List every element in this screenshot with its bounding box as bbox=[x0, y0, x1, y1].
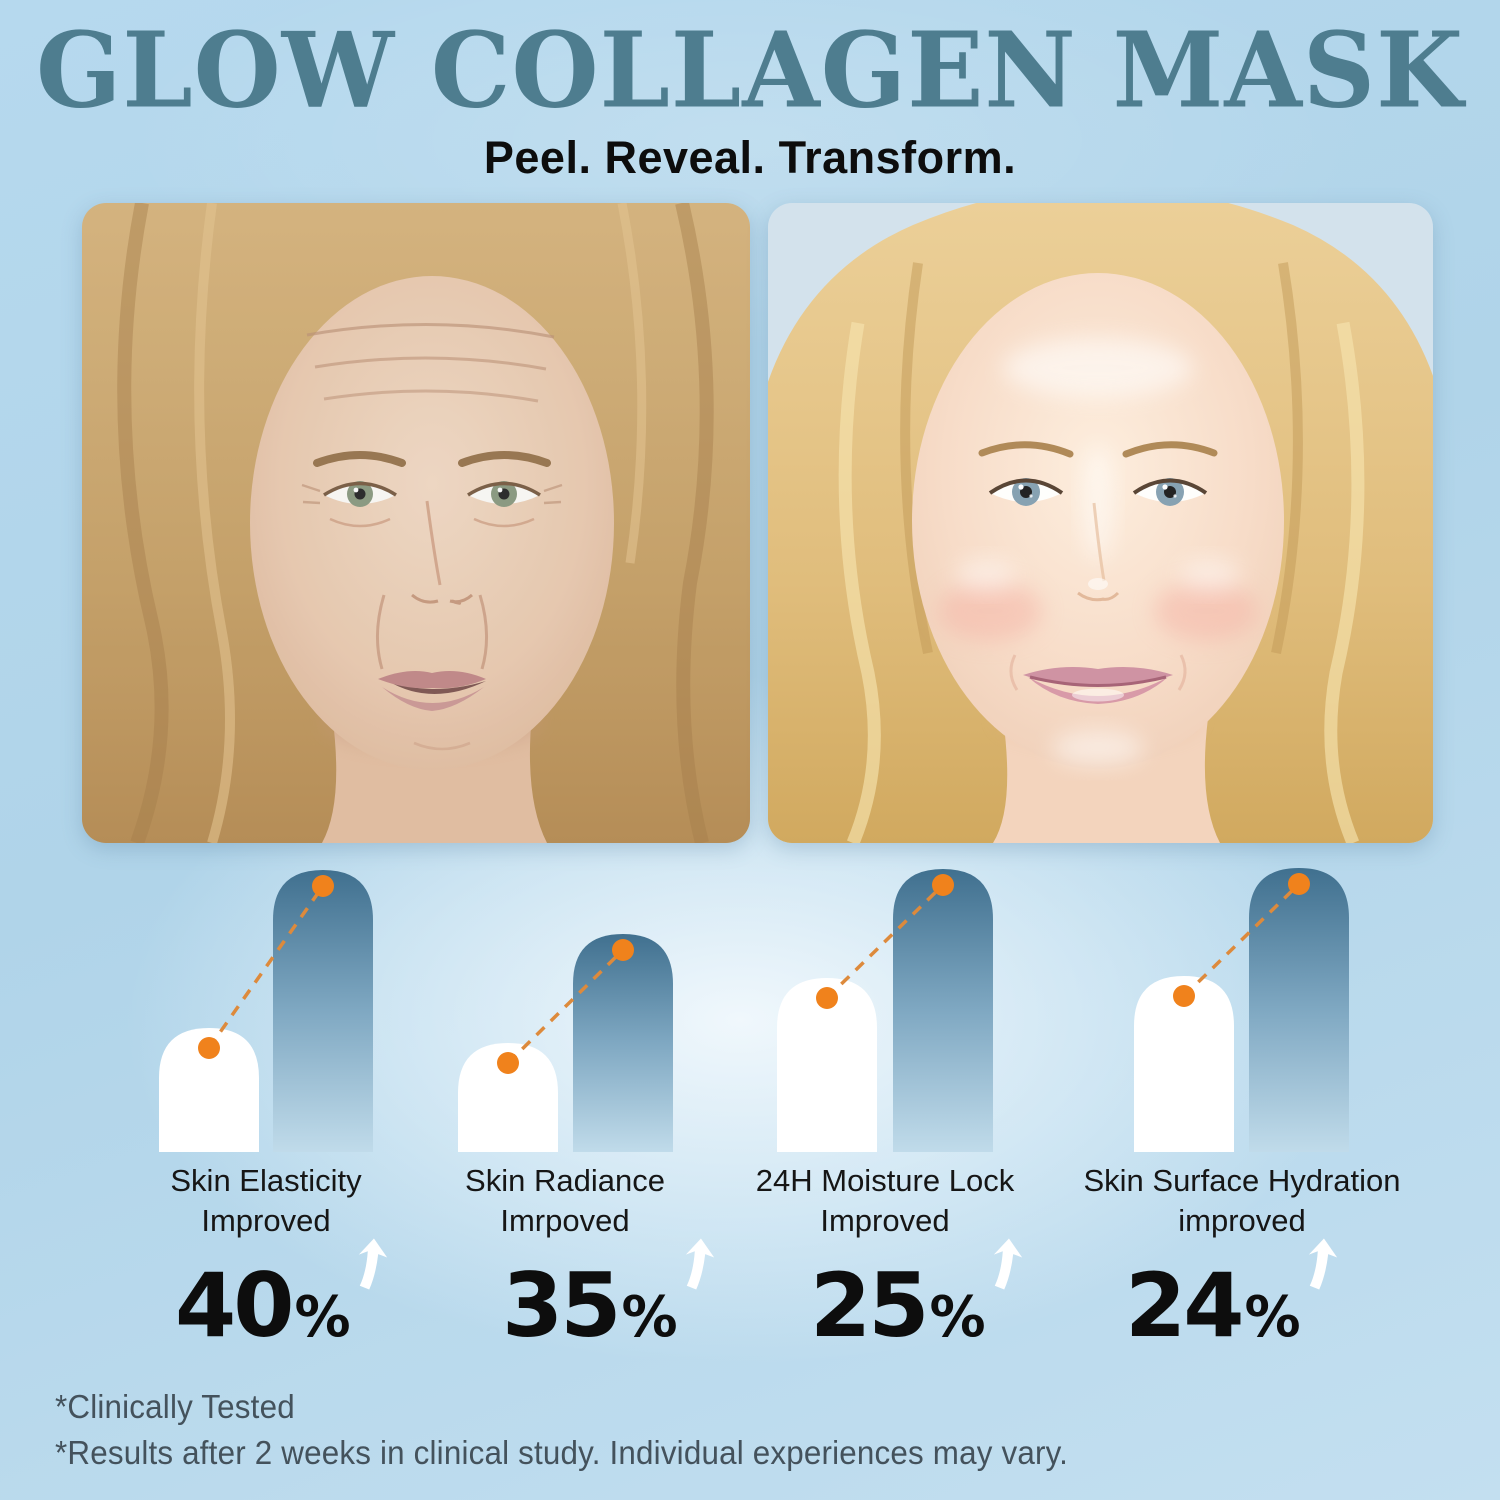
after-bar bbox=[1249, 868, 1349, 1152]
stat-group-0 bbox=[159, 870, 373, 1152]
stat-group-3 bbox=[1134, 868, 1349, 1152]
before-dot bbox=[816, 987, 838, 1009]
before-photo bbox=[82, 203, 750, 843]
improvement-connector-line bbox=[1182, 882, 1301, 998]
stat-group-1 bbox=[458, 934, 673, 1152]
stat-group-2 bbox=[777, 869, 993, 1152]
before-dot bbox=[1173, 985, 1195, 1007]
up-arrow-icon bbox=[1308, 1238, 1337, 1290]
after-dot bbox=[1288, 873, 1310, 895]
stat-label-moisture: 24H Moisture Lock Improved bbox=[755, 1163, 1015, 1238]
after-dot bbox=[612, 939, 634, 961]
before-dot bbox=[198, 1037, 220, 1059]
up-arrow-icon bbox=[358, 1238, 387, 1290]
footnote-results-disclaimer: *Results after 2 weeks in clinical study… bbox=[55, 1434, 1069, 1471]
improvement-connector-line bbox=[506, 948, 625, 1065]
before-dot bbox=[497, 1052, 519, 1074]
after-photo bbox=[768, 203, 1433, 843]
stat-label-radiance: Skin Radiance Imrpoved bbox=[465, 1163, 665, 1238]
before-bar bbox=[777, 978, 877, 1152]
results-bar-chart bbox=[159, 868, 1349, 1152]
improvement-connector-line bbox=[825, 883, 945, 1000]
up-arrow-icon bbox=[993, 1238, 1022, 1290]
stat-value-radiance: 35% bbox=[502, 1238, 717, 1350]
stat-label-hydration: Skin Surface Hydration improved bbox=[1083, 1163, 1401, 1238]
after-bar bbox=[893, 869, 993, 1152]
stat-value-elasticity: 40% bbox=[175, 1238, 390, 1350]
after-dot bbox=[932, 874, 954, 896]
page-subtitle: Peel. Reveal. Transform. bbox=[483, 132, 1017, 183]
after-dot bbox=[312, 875, 334, 897]
after-portrait-illustration bbox=[768, 203, 1433, 843]
page-title: GLOW COLLAGEN MASK bbox=[35, 8, 1465, 132]
before-bar bbox=[1134, 976, 1234, 1152]
before-portrait-illustration bbox=[82, 203, 750, 843]
up-arrow-icon bbox=[685, 1238, 714, 1290]
stat-value-hydration: 24% bbox=[1125, 1238, 1340, 1350]
stat-label-elasticity: Skin Elasticity Improved bbox=[170, 1163, 362, 1238]
after-bar bbox=[273, 870, 373, 1152]
after-bar bbox=[573, 934, 673, 1152]
stat-value-moisture: 25% bbox=[810, 1238, 1025, 1350]
footnote-clinically-tested: *Clinically Tested bbox=[55, 1388, 295, 1425]
before-bar bbox=[458, 1043, 558, 1152]
before-bar bbox=[159, 1028, 259, 1152]
improvement-connector-line bbox=[207, 884, 325, 1050]
